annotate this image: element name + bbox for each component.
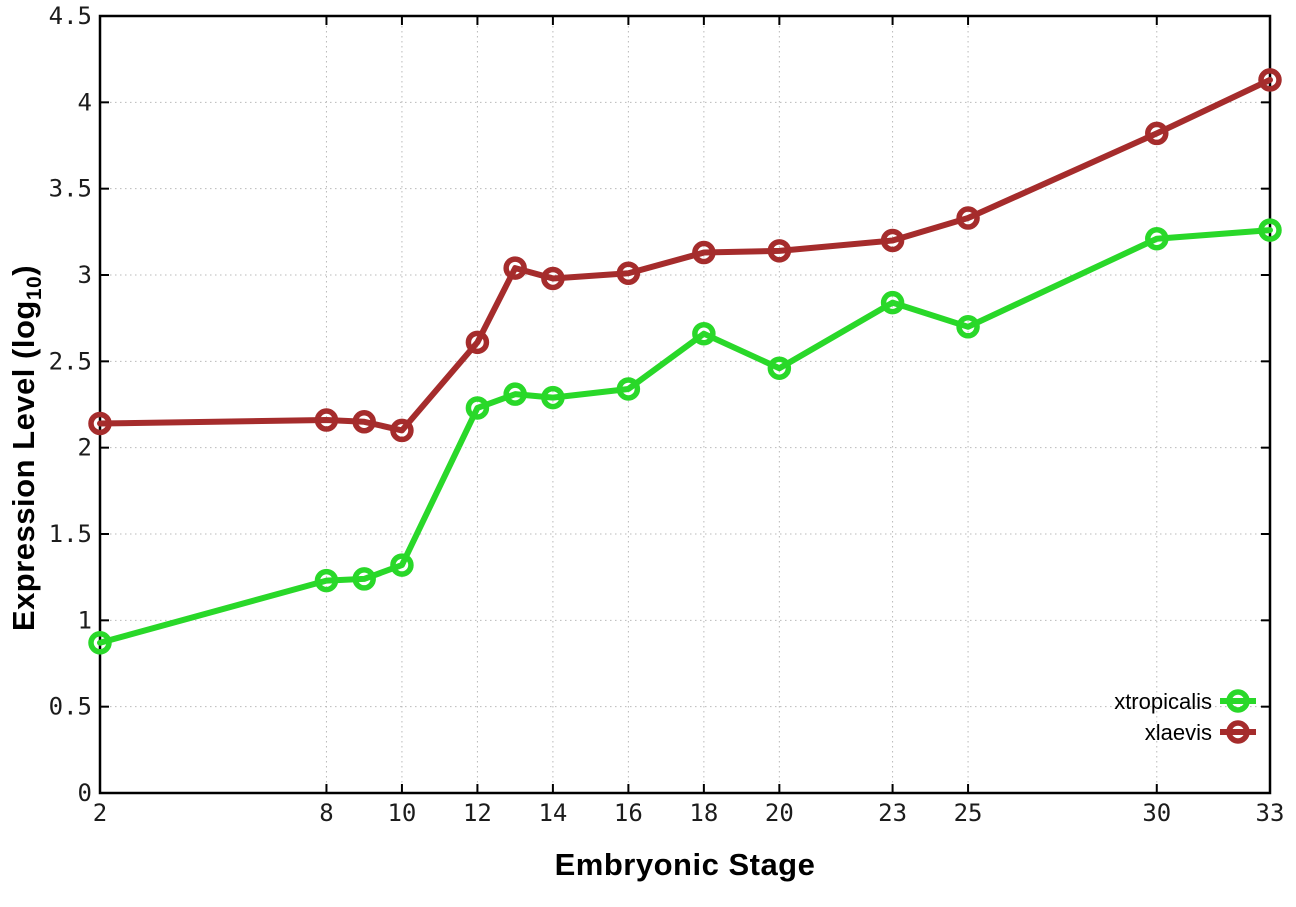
legend-label-xtropicalis: xtropicalis	[1114, 689, 1212, 714]
y-axis-title-close: )	[6, 264, 41, 276]
y-tick-label: 3.5	[49, 175, 92, 203]
y-tick-label: 1	[78, 606, 92, 634]
data-point-xtropicalis	[692, 321, 716, 346]
x-axis-title: Embryonic Stage	[554, 847, 816, 882]
legend-marker-icon-xtropicalis	[1226, 689, 1250, 713]
y-axis-title-text: Expression Level (log	[6, 300, 41, 632]
x-tick-label: 23	[878, 799, 907, 827]
data-point-xlaevis	[88, 411, 112, 436]
data-point-xtropicalis	[465, 396, 490, 420]
x-tick-label: 20	[765, 799, 794, 827]
x-tick-label: 8	[319, 799, 333, 827]
data-point-xlaevis	[541, 266, 565, 291]
series-markers-xtropicalis	[88, 218, 1282, 655]
x-tick-label: 16	[614, 799, 643, 827]
y-tick-label: 3	[78, 261, 92, 289]
data-point-xlaevis	[692, 240, 716, 265]
data-point-xlaevis	[390, 418, 414, 443]
legend-marker-icon-xlaevis	[1226, 720, 1250, 744]
data-point-xtropicalis	[616, 377, 641, 401]
x-tick-label: 12	[463, 799, 492, 827]
data-point-xlaevis	[1258, 68, 1282, 92]
series-line-xlaevis	[97, 76, 1273, 434]
data-point-xlaevis	[352, 410, 376, 434]
data-point-xlaevis	[1145, 121, 1169, 146]
data-point-xlaevis	[767, 239, 792, 263]
x-tick-label: 14	[538, 799, 567, 827]
data-point-xlaevis	[956, 206, 980, 230]
x-tick-label: 18	[689, 799, 718, 827]
data-point-xtropicalis	[390, 553, 414, 577]
data-point-xlaevis	[616, 261, 641, 286]
legend-label-xlaevis: xlaevis	[1145, 720, 1212, 745]
data-point-xtropicalis	[880, 290, 905, 315]
data-point-xtropicalis	[956, 315, 980, 339]
y-tick-label: 2	[78, 434, 92, 462]
data-point-xtropicalis	[314, 568, 339, 593]
data-point-xtropicalis	[767, 356, 792, 380]
series-markers-xlaevis	[88, 68, 1282, 443]
y-tick-label: 4.5	[49, 2, 92, 30]
x-tick-label: 30	[1142, 799, 1171, 827]
data-point-xtropicalis	[1145, 226, 1169, 251]
y-tick-label: 2.5	[49, 347, 92, 375]
x-tick-label: 25	[954, 799, 983, 827]
data-point-xtropicalis	[352, 567, 376, 591]
data-point-xlaevis	[314, 408, 339, 432]
y-axis-title: Expression Level (log10)	[6, 216, 47, 680]
y-tick-label: 0	[78, 779, 92, 807]
y-tick-label: 4	[78, 88, 92, 116]
data-point-xtropicalis	[503, 382, 527, 406]
x-tick-label: 2	[93, 799, 107, 827]
y-axis-title-subscript: 10	[23, 275, 47, 301]
data-point-xtropicalis	[541, 385, 565, 410]
data-point-xtropicalis	[88, 631, 112, 655]
data-point-xtropicalis	[1258, 218, 1282, 242]
series-line-xtropicalis	[97, 227, 1273, 646]
x-tick-label: 33	[1256, 799, 1285, 827]
plot-border	[98, 14, 1272, 795]
y-tick-label: 0.5	[49, 693, 92, 721]
data-point-xlaevis	[503, 256, 527, 280]
x-tick-label: 10	[387, 799, 416, 827]
legend: xtropicalis xlaevis	[1114, 689, 1256, 745]
y-tick-label: 1.5	[49, 520, 92, 548]
gridlines	[99, 15, 1271, 794]
tick-marks	[99, 15, 1271, 794]
data-point-xlaevis	[880, 228, 905, 253]
data-point-xlaevis	[465, 330, 490, 355]
